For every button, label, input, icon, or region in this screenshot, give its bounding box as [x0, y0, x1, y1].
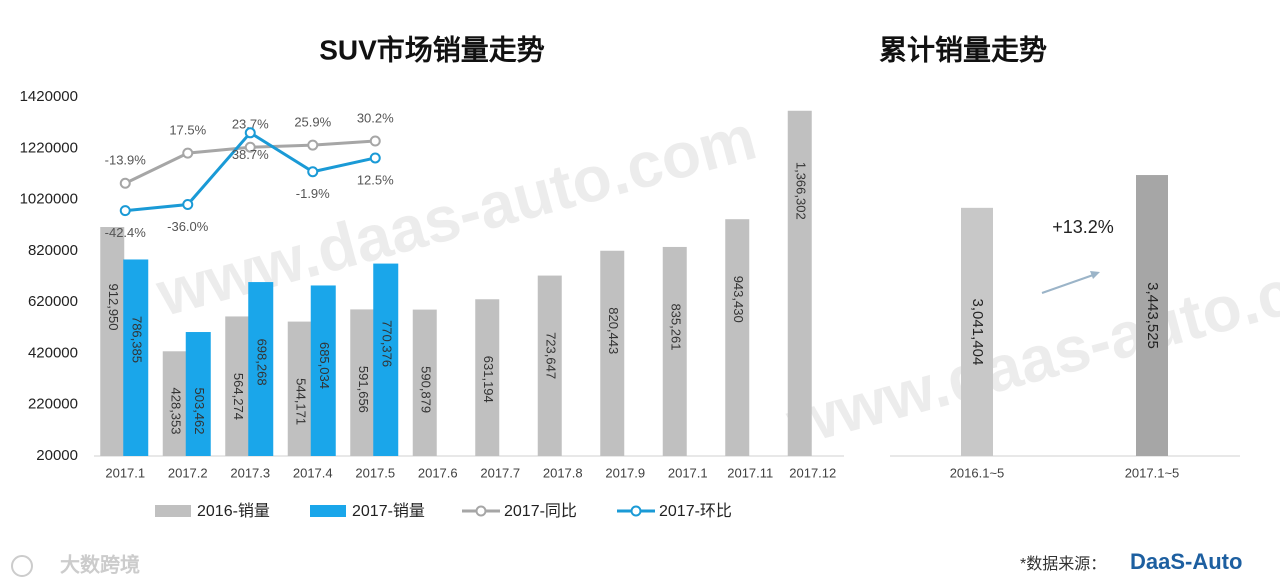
source-label: *数据来源： — [1020, 555, 1106, 573]
legend-swatch — [630, 505, 642, 517]
bar-value-label: 820,443 — [606, 307, 621, 354]
bar — [248, 282, 274, 456]
line-marker — [244, 141, 256, 153]
bar-value-label: 631,194 — [481, 356, 496, 403]
bar — [725, 219, 750, 456]
bar — [373, 263, 399, 456]
legend-label: 2017-销量 — [352, 502, 425, 520]
bar — [475, 299, 500, 456]
line-value-label: -13.9% — [105, 153, 147, 168]
legend-swatch — [155, 505, 191, 517]
legend-label: 2016-销量 — [197, 502, 270, 520]
bar-value-label: 698,268 — [254, 339, 269, 386]
line-marker — [307, 166, 319, 178]
bar — [350, 309, 375, 456]
y-tick-label: 620000 — [28, 293, 78, 310]
line-marker — [369, 152, 381, 164]
arrow-head — [1090, 271, 1100, 279]
annotation: +13.2% — [1052, 217, 1114, 237]
line-value-label: 25.9% — [294, 115, 331, 130]
bar — [537, 275, 562, 456]
bar-value-label: 591,656 — [356, 366, 371, 413]
bar-value-label: 590,879 — [418, 366, 433, 413]
line-value-label: 23.7% — [232, 117, 269, 132]
bar — [662, 246, 687, 456]
brand-icon — [11, 555, 33, 577]
y-tick-label: 220000 — [28, 396, 78, 413]
legend-swatch — [475, 505, 487, 517]
line-marker — [244, 127, 256, 139]
x-tick-label: 2017.7 — [480, 465, 520, 480]
bar — [1136, 175, 1168, 456]
x-tick-label: 2017.2 — [168, 465, 208, 480]
bar — [225, 316, 250, 456]
x-tick-label: 2016.1~5 — [950, 465, 1005, 480]
line-value-label: 12.5% — [357, 172, 394, 187]
line-value-label: 30.2% — [357, 110, 394, 125]
bar — [162, 351, 187, 456]
bar — [600, 250, 625, 456]
bar-value-label: 786,385 — [129, 316, 144, 363]
x-tick-label: 2017.5 — [355, 465, 395, 480]
bar-value-label: 503,462 — [192, 388, 207, 435]
legend-label: 2017-同比 — [504, 502, 577, 520]
bar — [100, 227, 125, 456]
bar-value-label: 1,366,302 — [793, 162, 808, 220]
bar-value-label: 544,171 — [293, 378, 308, 425]
x-tick-label: 2017.1 — [105, 465, 145, 480]
y-tick-label: 1420000 — [20, 88, 78, 105]
chart-title: SUV市场销量走势 — [319, 33, 545, 65]
line-marker — [369, 135, 381, 147]
bar-value-label: 723,647 — [543, 332, 558, 379]
bar-value-label: 428,353 — [168, 388, 183, 435]
y-tick-label: 820000 — [28, 242, 78, 259]
line-marker — [307, 139, 319, 151]
watermark: www.daas-auto.com — [778, 231, 1280, 460]
bar-value-label: 685,034 — [317, 342, 332, 389]
logo: DaaS-Auto — [1130, 549, 1242, 574]
x-tick-label: 2017.9 — [605, 465, 645, 480]
bar-value-label: 564,274 — [231, 373, 246, 420]
y-tick-label: 20000 — [36, 447, 78, 464]
brand: 大数跨境 — [60, 552, 140, 576]
line-value-label: -1.9% — [296, 186, 330, 201]
bar-value-label: 3,443,525 — [1144, 282, 1161, 349]
y-tick-label: 420000 — [28, 344, 78, 361]
y-tick-label: 1020000 — [20, 191, 78, 208]
line-value-label: -36.0% — [167, 219, 209, 234]
x-tick-label: 2017.3 — [230, 465, 270, 480]
bar-value-label: 3,041,404 — [969, 299, 986, 366]
line-marker — [182, 147, 194, 159]
x-tick-label: 2017.11 — [727, 465, 773, 480]
line-marker — [182, 199, 194, 211]
bar — [185, 332, 211, 456]
bar-value-label: 912,950 — [106, 284, 121, 331]
line-value-label: -42.4% — [105, 225, 147, 240]
bar — [310, 285, 336, 456]
chart-title: 累计销量走势 — [879, 34, 1047, 65]
x-tick-label: 2017.1 — [668, 465, 708, 480]
bar — [961, 207, 993, 456]
line-marker — [119, 205, 131, 217]
bar — [412, 309, 437, 456]
bar — [287, 321, 312, 456]
x-tick-label: 2017.6 — [418, 465, 458, 480]
line-marker — [119, 177, 131, 189]
line-value-label: 17.5% — [169, 123, 206, 138]
bar-value-label: 770,376 — [379, 320, 394, 367]
x-tick-label: 2017.1~5 — [1125, 465, 1180, 480]
bar — [787, 110, 812, 456]
legend-label: 2017-环比 — [659, 502, 732, 520]
bar — [123, 259, 149, 456]
arrow — [1041, 273, 1097, 294]
legend-swatch — [310, 505, 346, 517]
bar-value-label: 835,261 — [668, 303, 683, 350]
x-tick-label: 2017.4 — [293, 465, 333, 480]
bar-value-label: 943,430 — [731, 276, 746, 323]
y-tick-label: 1220000 — [20, 139, 78, 156]
x-tick-label: 2017.8 — [543, 465, 583, 480]
x-tick-label: 2017.12 — [789, 465, 836, 480]
line-value-label: 38.7% — [232, 147, 269, 162]
